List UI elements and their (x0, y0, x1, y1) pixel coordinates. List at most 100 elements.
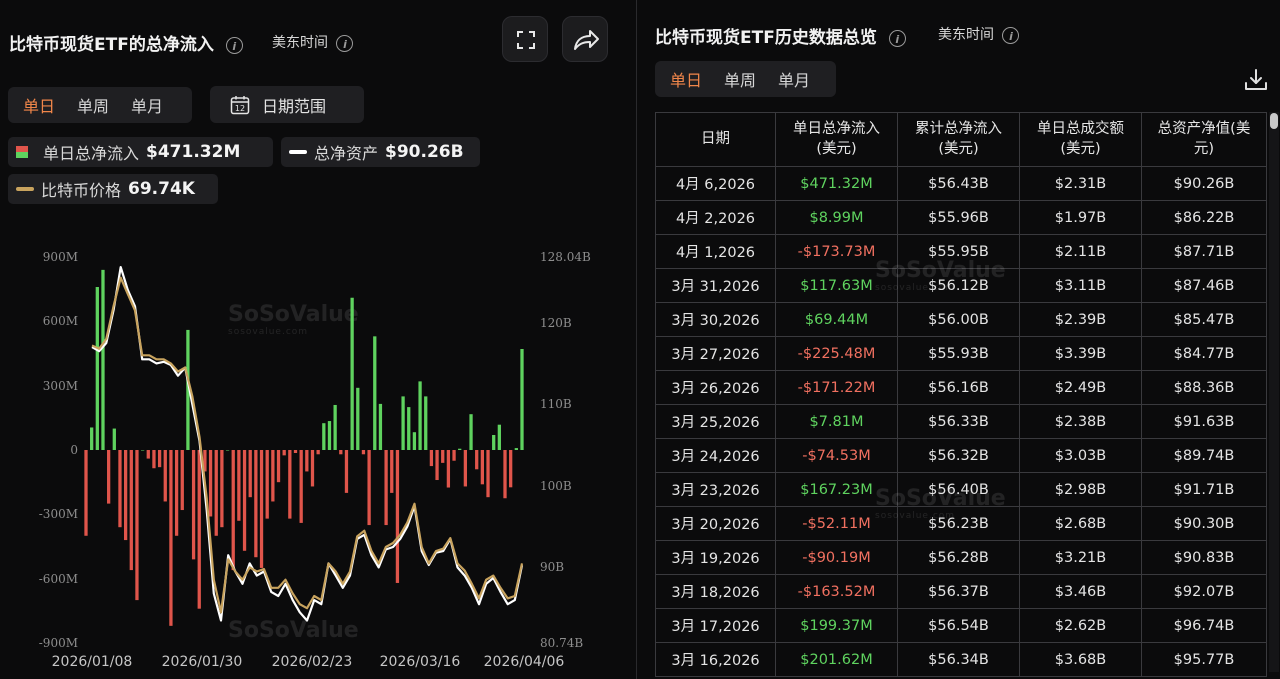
flow-bar[interactable] (95, 287, 99, 450)
table-row[interactable]: 4月 1,2026 -$173.73M $55.95B $2.11B $87.71B (655, 234, 1267, 269)
flow-bar[interactable] (259, 450, 264, 568)
flow-bar[interactable] (435, 450, 439, 481)
table-row[interactable]: 3月 24,2026 -$74.53M $56.32B $3.03B $89.74B (655, 438, 1267, 473)
flow-bar[interactable] (84, 450, 88, 536)
flow-bar[interactable] (424, 396, 428, 450)
flow-bar[interactable] (220, 450, 224, 528)
flow-bar[interactable] (356, 387, 360, 450)
flow-bar[interactable] (186, 329, 190, 450)
flow-bar[interactable] (327, 421, 332, 450)
table-row[interactable]: 3月 18,2026 -$163.52M $56.37B $3.46B $92.07B (655, 574, 1267, 609)
flow-bar[interactable] (316, 450, 320, 455)
tab-daily[interactable]: 单日 (23, 97, 56, 116)
legend-daily-flow[interactable]: 单日总净流入 $471.32M (8, 137, 273, 167)
col-net-assets[interactable]: 总资产净值(美 元) (1141, 112, 1267, 167)
flow-bar[interactable] (191, 450, 196, 560)
col-date[interactable]: 日期 (655, 112, 776, 167)
flow-bar[interactable] (441, 450, 445, 463)
flow-bar[interactable] (509, 450, 513, 488)
flow-bar[interactable] (373, 336, 377, 450)
flow-bar[interactable] (152, 450, 156, 469)
flow-bar[interactable] (237, 450, 241, 521)
tab-monthly[interactable]: 单月 (131, 97, 164, 116)
table-row[interactable]: 3月 27,2026 -$225.48M $55.93B $3.39B $84.77B (655, 336, 1267, 371)
tab-monthly[interactable]: 单月 (778, 71, 811, 90)
flow-bar[interactable] (225, 450, 230, 451)
flow-bar[interactable] (310, 450, 315, 487)
table-row[interactable]: 3月 26,2026 -$171.22M $56.16B $2.49B $88.36B (655, 370, 1267, 405)
flow-bar[interactable] (401, 396, 405, 450)
timezone-info-icon[interactable]: i (336, 34, 354, 52)
tab-daily[interactable]: 单日 (670, 71, 703, 90)
col-cumulative-flow[interactable]: 累计总净流入 (美元) (897, 112, 1020, 167)
flow-bar[interactable] (339, 450, 343, 455)
table-row[interactable]: 4月 2,2026 $8.99M $55.96B $1.97B $86.22B (655, 200, 1267, 235)
flow-bar[interactable] (282, 450, 286, 456)
flow-bar[interactable] (242, 450, 247, 551)
flow-bar[interactable] (293, 450, 298, 453)
flow-bar[interactable] (140, 450, 145, 451)
flow-bar[interactable] (276, 450, 281, 483)
flow-bar[interactable] (208, 450, 213, 517)
flow-bar[interactable] (418, 381, 422, 450)
flow-bar[interactable] (475, 450, 479, 470)
flow-bar[interactable] (361, 450, 366, 455)
flow-bar[interactable] (174, 450, 179, 536)
flow-bar[interactable] (101, 269, 105, 450)
flow-bar[interactable] (486, 450, 490, 498)
flow-bar[interactable] (90, 427, 94, 450)
flow-bar[interactable] (384, 450, 388, 526)
flow-bar[interactable] (163, 450, 167, 502)
flow-bar[interactable] (333, 404, 337, 450)
table-row[interactable]: 3月 25,2026 $7.81M $56.33B $2.38B $91.63B (655, 404, 1267, 439)
flow-bar[interactable] (412, 432, 417, 450)
flow-bar[interactable] (350, 297, 354, 450)
table-row[interactable]: 3月 31,2026 $117.63M $56.12B $3.11B $87.46B (655, 268, 1267, 303)
table-row[interactable]: 3月 19,2026 -$90.19M $56.28B $3.21B $90.83B (655, 540, 1267, 575)
flow-bar[interactable] (429, 450, 434, 467)
flow-bar[interactable] (305, 450, 309, 472)
date-range-button[interactable]: 12 日期范围 (210, 86, 364, 123)
flow-bar[interactable] (288, 450, 292, 519)
table-row[interactable]: 3月 23,2026 $167.23M $56.40B $2.98B $91.71B (655, 472, 1267, 507)
col-daily-volume[interactable]: 单日总成交额 (美元) (1019, 112, 1142, 167)
flow-bar[interactable] (497, 424, 501, 450)
flow-bar[interactable] (180, 450, 184, 511)
table-row[interactable]: 3月 30,2026 $69.44M $56.00B $2.39B $85.47B (655, 302, 1267, 337)
flow-bar[interactable] (458, 448, 462, 450)
flow-bar[interactable] (123, 450, 128, 541)
flow-chart[interactable] (0, 0, 636, 679)
table-row[interactable]: 3月 16,2026 $201.62M $56.34B $3.68B $95.77B (655, 642, 1267, 677)
legend-btc-price[interactable]: 比特币价格 69.74K (8, 174, 218, 204)
flow-bar[interactable] (112, 428, 116, 450)
info-icon[interactable]: i (225, 36, 243, 54)
table-row[interactable]: 3月 17,2026 $199.37M $56.54B $2.62B $96.74B (655, 608, 1267, 643)
flow-bar[interactable] (520, 349, 524, 450)
flow-bar[interactable] (214, 450, 218, 536)
flow-bar[interactable] (265, 450, 269, 519)
flow-bar[interactable] (469, 414, 473, 450)
flow-bar[interactable] (492, 434, 496, 450)
btc-price-line[interactable] (91, 276, 524, 614)
flow-bar[interactable] (169, 450, 173, 626)
flow-bar[interactable] (344, 450, 349, 493)
flow-bar[interactable] (446, 450, 451, 488)
flow-bar[interactable] (322, 423, 326, 450)
flow-bar[interactable] (118, 450, 122, 528)
fullscreen-button[interactable] (502, 16, 548, 62)
flow-bar[interactable] (503, 450, 507, 499)
table-scrollbar[interactable] (1269, 112, 1279, 672)
flow-bar[interactable] (271, 450, 275, 502)
flow-bar[interactable] (231, 450, 235, 571)
timezone-info-icon[interactable]: i (1002, 26, 1020, 44)
flow-bar[interactable] (395, 450, 400, 583)
flow-bar[interactable] (480, 450, 484, 485)
flow-bar[interactable] (514, 448, 518, 450)
flow-bar[interactable] (299, 450, 303, 523)
flow-bar[interactable] (452, 450, 456, 461)
info-icon[interactable]: i (888, 29, 906, 47)
flow-bar[interactable] (197, 450, 201, 609)
flow-bar[interactable] (157, 450, 162, 468)
tab-weekly[interactable]: 单周 (77, 97, 110, 116)
flow-bar[interactable] (203, 450, 207, 472)
